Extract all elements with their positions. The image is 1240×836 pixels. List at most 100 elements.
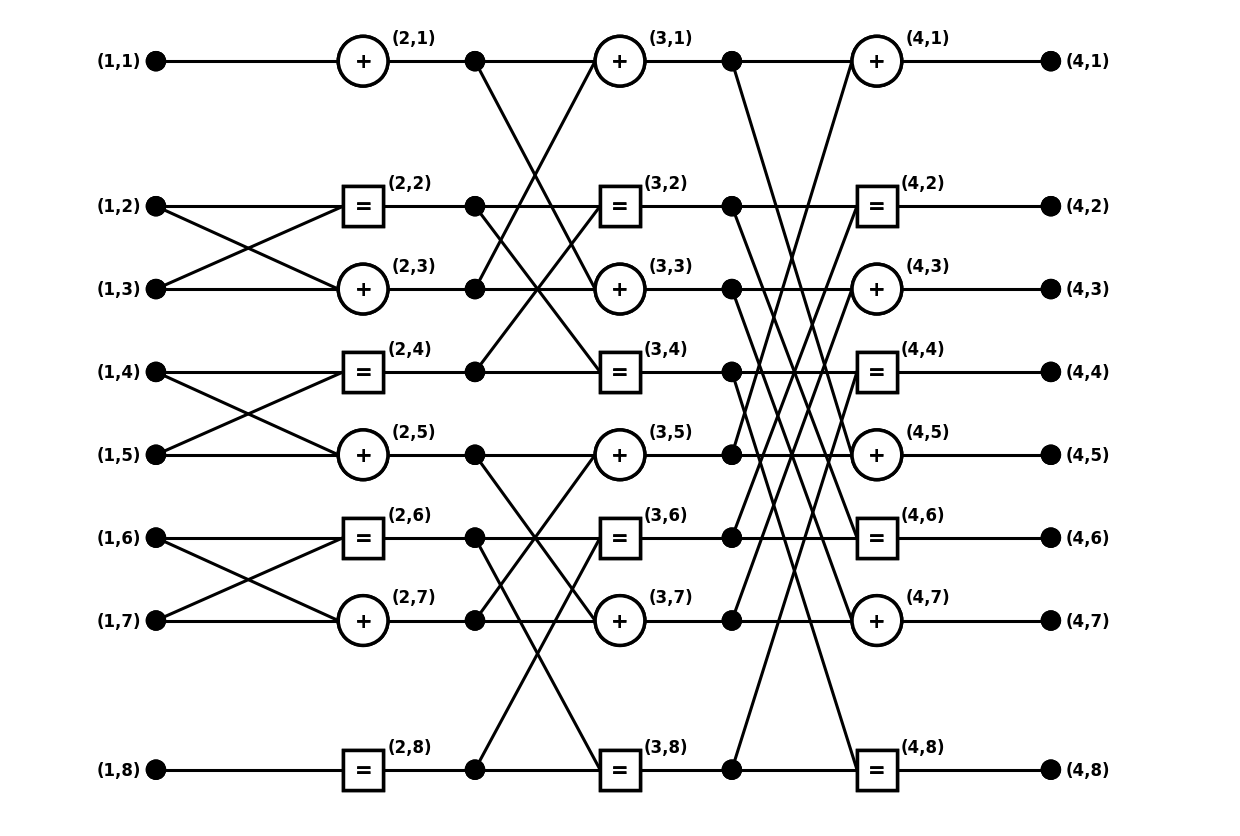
Circle shape [723,280,742,299]
Text: +: + [611,446,629,465]
Text: =: = [611,760,629,780]
Bar [343,518,383,558]
Circle shape [595,38,645,87]
Circle shape [146,528,165,548]
Text: (1,8): (1,8) [97,761,141,779]
Text: (3,3): (3,3) [649,257,693,276]
Circle shape [595,596,645,645]
Circle shape [595,596,645,645]
Circle shape [465,53,485,72]
Text: =: = [868,760,885,780]
Circle shape [723,611,742,630]
Circle shape [465,611,485,630]
Circle shape [852,265,901,314]
Text: (2,5): (2,5) [392,423,436,441]
Text: =: = [355,528,372,548]
Circle shape [339,596,388,645]
Text: (1,7): (1,7) [97,612,141,630]
Circle shape [1042,53,1060,72]
Circle shape [723,53,742,72]
Circle shape [1042,760,1060,779]
Circle shape [465,280,485,299]
Text: +: + [868,280,885,299]
Circle shape [723,760,742,779]
Bar [600,187,640,227]
Text: +: + [611,52,629,72]
Text: (2,2): (2,2) [387,175,432,193]
Bar [857,187,897,227]
Bar [600,518,640,558]
Bar [343,187,383,227]
Bar [343,353,383,392]
Circle shape [146,197,165,217]
Circle shape [465,197,485,217]
Text: =: = [611,363,629,382]
Text: (4,8): (4,8) [901,737,945,756]
Circle shape [1042,528,1060,548]
Circle shape [723,760,742,779]
Text: +: + [868,611,885,631]
Text: =: = [611,760,629,780]
Text: +: + [611,611,629,631]
Circle shape [723,197,742,217]
Text: (4,6): (4,6) [1066,529,1110,547]
Text: +: + [355,52,372,72]
Text: (3,2): (3,2) [644,175,688,193]
Text: +: + [355,446,372,465]
Text: (3,6): (3,6) [644,506,688,524]
Text: (1,6): (1,6) [97,529,141,547]
Text: =: = [355,528,372,548]
Text: (2,7): (2,7) [392,589,436,607]
Text: (3,8): (3,8) [644,737,688,756]
Bar [600,750,640,790]
Circle shape [339,431,388,480]
Text: (2,6): (2,6) [387,506,432,524]
Text: =: = [355,363,372,382]
Circle shape [1042,53,1060,72]
Circle shape [723,528,742,548]
Bar [600,353,640,392]
Circle shape [595,38,645,87]
Bar [857,518,897,558]
Text: +: + [355,280,372,299]
Circle shape [146,53,165,72]
Text: =: = [355,760,372,780]
Text: (3,1): (3,1) [649,30,693,48]
Circle shape [852,38,901,87]
Text: (4,2): (4,2) [901,175,946,193]
Circle shape [146,53,165,72]
Circle shape [852,596,901,645]
Circle shape [595,431,645,480]
Circle shape [723,446,742,465]
Text: =: = [355,197,372,217]
Circle shape [339,431,388,480]
Text: =: = [611,197,629,217]
Circle shape [146,446,165,465]
Text: (2,8): (2,8) [387,737,432,756]
Text: =: = [868,363,885,382]
Circle shape [723,197,742,217]
Text: +: + [355,611,372,631]
Text: +: + [355,52,372,72]
Circle shape [465,528,485,548]
Circle shape [852,596,901,645]
Text: =: = [611,528,629,548]
Text: (4,2): (4,2) [1066,198,1111,216]
Text: (1,4): (1,4) [97,364,141,381]
Bar [857,353,897,392]
Text: =: = [868,363,885,382]
Text: =: = [868,197,885,217]
Circle shape [465,611,485,630]
Text: =: = [355,363,372,382]
Bar [343,187,383,227]
Circle shape [146,611,165,630]
Bar [343,750,383,790]
Text: +: + [355,446,372,465]
Text: (4,5): (4,5) [1066,446,1110,464]
Bar [857,187,897,227]
Bar [600,518,640,558]
Circle shape [1042,280,1060,299]
Text: (3,4): (3,4) [644,340,688,359]
Text: (1,1): (1,1) [97,54,141,71]
Text: +: + [355,611,372,631]
